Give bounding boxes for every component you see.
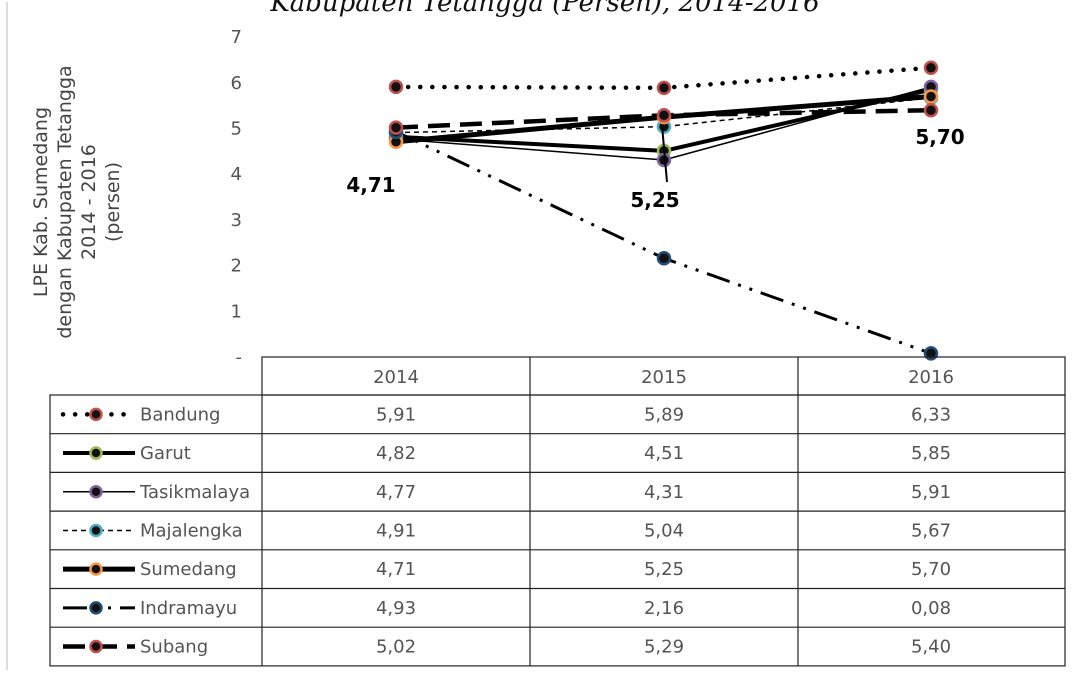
table-cell-value: 5,02: [376, 637, 416, 658]
table-cell-value: 4,82: [376, 443, 416, 464]
legend-label: Garut: [140, 443, 191, 464]
legend-marker-bandung: [89, 407, 103, 422]
table-cell-value: 5,40: [911, 637, 951, 658]
table-cell-value: 5,91: [376, 404, 416, 425]
table-cell-value: 5,91: [911, 482, 951, 503]
legend-label: Tasikmalaya: [139, 482, 250, 503]
legend-marker-majalengka: [89, 523, 103, 538]
table-cell-value: 4,31: [644, 482, 684, 503]
y-tick-label: 6: [231, 73, 242, 94]
table-cell-value: 5,25: [644, 559, 684, 580]
table-cell-value: 5,29: [644, 637, 684, 658]
legend-label: Indramayu: [140, 598, 237, 619]
line-chart: - 1 2 3 4 5 6 7 4,71 5,25 5,70 2014 2015 2016 Bandung 5…: [6, 2, 1066, 670]
legend-label: Bandung: [140, 404, 220, 425]
x-tick-label: 2014: [373, 367, 419, 388]
table-cell-value: 5,89: [644, 404, 684, 425]
data-point-bandung: [923, 60, 939, 75]
data-label-annotation: 5,25: [630, 188, 679, 212]
y-tick-label: 7: [231, 27, 242, 48]
x-tick-label: 2015: [641, 367, 687, 388]
table-body-border: [49, 394, 1066, 667]
table-cell-value: 4,77: [376, 482, 416, 503]
legend-marker-subang: [89, 639, 103, 654]
legend-marker-garut: [89, 446, 103, 460]
table-cell-value: 4,51: [644, 443, 684, 464]
legend-label: Majalengka: [140, 520, 243, 541]
table-cell-value: 0,08: [911, 598, 951, 619]
table-cell-value: 5,04: [644, 520, 684, 541]
data-point-indramayu: [656, 251, 672, 266]
y-tick-label: 5: [231, 119, 242, 140]
y-tick-label: 3: [231, 210, 242, 231]
legend-label: Sumedang: [140, 559, 237, 580]
legend-marker-tasikmalaya: [89, 485, 103, 499]
table-cell-value: 5,85: [911, 443, 951, 464]
data-point-subang: [656, 107, 672, 123]
table-cell-value: 4,91: [376, 520, 416, 541]
y-tick-label: 1: [231, 301, 242, 322]
y-tick-label: 4: [231, 164, 242, 185]
data-point-indramayu: [923, 346, 939, 361]
table-cell-value: 4,71: [376, 559, 416, 580]
table-cell-value: 4,93: [376, 598, 416, 619]
legend-marker-sumedang: [89, 562, 103, 576]
data-label-annotation: 4,71: [346, 173, 395, 197]
data-point-bandung: [388, 79, 404, 95]
x-tick-label: 2016: [908, 367, 954, 388]
data-point-bandung: [656, 80, 672, 96]
data-label-annotation: 5,70: [915, 125, 964, 149]
legend-label: Subang: [140, 637, 208, 658]
table-cell-value: 5,67: [911, 520, 951, 541]
table-cell-value: 5,70: [911, 559, 951, 580]
annotation-leader-line: [661, 124, 668, 183]
table-cell-value: 2,16: [644, 598, 684, 619]
chart-title: Kabupaten Tetangga (Persen), 2014-2016: [270, 0, 820, 18]
chart-frame: LPE Kab. Sumedang dengan Kabupaten Tetan…: [5, 2, 1085, 670]
y-tick-label: -: [236, 347, 243, 368]
legend-marker-indramayu: [89, 601, 103, 615]
table-cell-value: 6,33: [911, 404, 951, 425]
data-point-sumedang: [923, 89, 939, 104]
y-tick-label: 2: [231, 256, 242, 277]
data-point-subang: [923, 102, 939, 118]
data-point-subang: [388, 120, 404, 135]
